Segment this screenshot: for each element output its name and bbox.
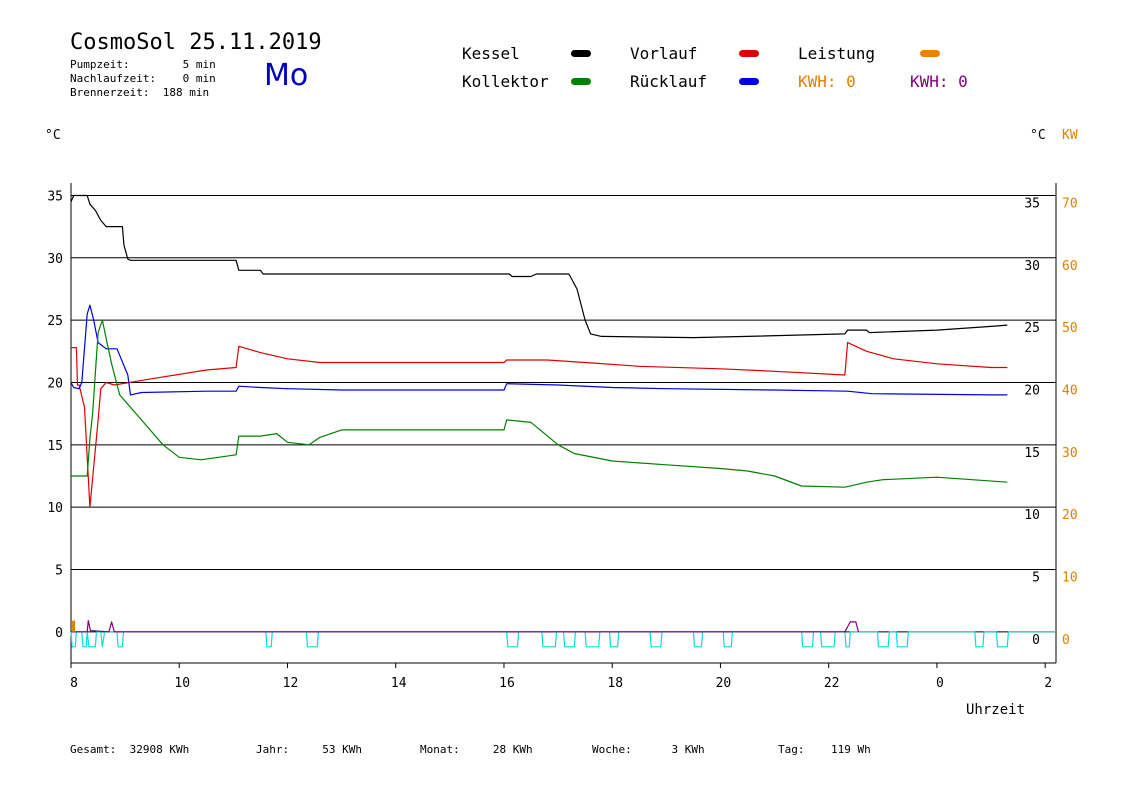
y2-tick-label: 70: [1062, 196, 1078, 211]
series-line-kollektor: [71, 319, 1008, 488]
pump-time: Pumpzeit: 5 min: [70, 58, 216, 71]
y-tick-label-left: 20: [47, 376, 63, 391]
y2-tick-label: 40: [1062, 383, 1078, 398]
series-line-leistung: [70, 631, 1056, 648]
series-line-kessel: [70, 194, 1008, 339]
day-energy: Tag: 119 Wh: [778, 743, 871, 756]
x-tick-label: 0: [936, 676, 944, 691]
y-tick-label-left: 5: [55, 563, 63, 578]
legend-kollektor-label: Kollektor: [462, 72, 549, 91]
y-tick-label-left: 25: [47, 314, 63, 329]
y-tick-label-right: 10: [1024, 508, 1040, 523]
legend-kessel-label: Kessel: [462, 44, 520, 63]
y2-tick-label: 0: [1062, 633, 1070, 648]
y-tick-label-right: 25: [1024, 321, 1040, 336]
y-tick-label-left: 10: [47, 501, 63, 516]
legend-leistung-swatch: [920, 50, 940, 57]
y-tick-label-right: 15: [1024, 446, 1040, 461]
year-energy: Jahr: 53 KWh: [256, 743, 362, 756]
legend-vorlauf-label: Vorlauf: [630, 44, 698, 63]
y-tick-label-right: 5: [1032, 570, 1040, 585]
leistung-marker: [72, 620, 76, 632]
y2-tick-label: 60: [1062, 259, 1078, 274]
legend-ruecklauf-label: Rücklauf: [630, 72, 708, 91]
right-axis-unit-celsius: °C: [1030, 128, 1046, 143]
x-tick-label: 22: [824, 676, 840, 691]
y-tick-label-right: 35: [1024, 196, 1040, 211]
week-energy: Woche: 3 KWh: [592, 743, 705, 756]
x-tick-label: 12: [283, 676, 299, 691]
y-tick-label-right: 0: [1032, 633, 1040, 648]
y2-tick-label: 20: [1062, 508, 1078, 523]
x-tick-label: 2: [1044, 676, 1052, 691]
overrun-time: Nachlaufzeit: 0 min: [70, 72, 216, 85]
kwh-purple: KWH: 0: [910, 72, 968, 91]
series-line-r-cklauf: [70, 304, 1008, 396]
total-energy: Gesamt: 32908 KWh: [70, 743, 190, 756]
series-line-vorlauf: [71, 342, 1008, 508]
y-tick-label-left: 35: [47, 189, 63, 204]
x-tick-label: 20: [716, 676, 732, 691]
x-tick-label: 16: [499, 676, 515, 691]
y-tick-label-left: 0: [55, 626, 63, 641]
month-energy: Monat: 28 KWh: [420, 743, 533, 756]
y-tick-label-left: 15: [47, 439, 63, 454]
series-line-leistung-spitzen: [71, 619, 860, 633]
y2-tick-label: 30: [1062, 446, 1078, 461]
legend-ruecklauf-swatch: [739, 78, 759, 85]
y2-tick-label: 50: [1062, 321, 1078, 336]
y-tick-label-left: 30: [47, 252, 63, 267]
y2-tick-label: 10: [1062, 570, 1078, 585]
x-tick-label: 14: [391, 676, 407, 691]
legend-vorlauf-swatch: [739, 50, 759, 57]
weekday-label: Mo: [264, 58, 309, 93]
legend-kollektor-swatch: [571, 78, 591, 85]
y-tick-label-right: 20: [1024, 383, 1040, 398]
right-axis-unit-kw: KW: [1062, 128, 1078, 143]
x-tick-label: 18: [607, 676, 623, 691]
x-tick-label: 8: [70, 676, 78, 691]
x-axis-label: Uhrzeit: [966, 702, 1026, 718]
y-tick-label-right: 30: [1024, 259, 1040, 274]
kwh-orange: KWH: 0: [798, 72, 856, 91]
legend-leistung-label: Leistung: [798, 44, 876, 63]
left-axis-unit: °C: [45, 128, 61, 143]
legend-kessel-swatch: [571, 50, 591, 57]
chart-title: CosmoSol 25.11.2019: [70, 30, 322, 55]
burner-time: Brennerzeit: 188 min: [70, 86, 210, 99]
x-tick-label: 10: [174, 676, 190, 691]
